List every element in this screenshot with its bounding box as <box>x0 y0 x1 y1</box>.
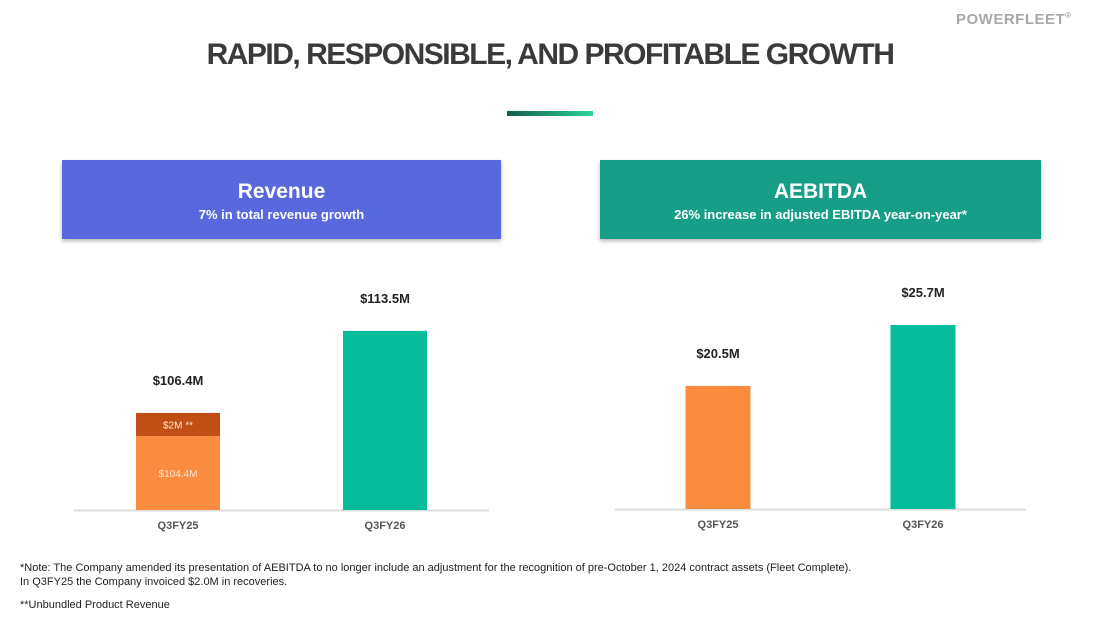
total-label: $106.4M <box>153 373 204 388</box>
category-label: Q3FY26 <box>365 520 406 532</box>
revenue-card: Revenue 7% in total revenue growth <box>62 160 501 239</box>
aebitda-card: AEBITDA 26% increase in adjusted EBITDA … <box>600 160 1041 239</box>
revenue-card-subtitle: 7% in total revenue growth <box>198 207 365 222</box>
powerfleet-logo: POWERFLEET® <box>956 11 1072 28</box>
category-label: Q3FY25 <box>158 520 199 532</box>
footnote-aebitda: *Note: The Company amended its presentat… <box>20 562 852 574</box>
total-label: $25.7M <box>901 285 944 300</box>
segment-label: $104.4M <box>159 469 198 480</box>
footnote-unbundled: **Unbundled Product Revenue <box>20 599 170 611</box>
aebitda-card-title: AEBITDA <box>773 180 868 203</box>
category-label: Q3FY25 <box>698 519 739 531</box>
bar-q3fy25-0 <box>685 385 751 509</box>
category-label: Q3FY26 <box>903 519 944 531</box>
revenue-card-title: Revenue <box>237 180 326 203</box>
footnote-recoveries: In Q3FY25 the Company invoiced $2.0M in … <box>20 576 288 588</box>
bar-q3fy25-0 <box>136 436 220 510</box>
aebitda-card-subtitle: 26% increase in adjusted EBITDA year-on-… <box>674 207 967 222</box>
page-title: RAPID, RESPONSIBLE, AND PROFITABLE GROWT… <box>206 38 895 71</box>
bar-q3fy25-1 <box>136 412 220 437</box>
bar-q3fy26-0 <box>343 330 427 510</box>
total-label: $20.5M <box>696 346 739 361</box>
segment-label: $2M ** <box>163 420 193 431</box>
bar-q3fy26-0 <box>890 324 956 509</box>
title-accent-bar <box>507 111 593 116</box>
total-label: $113.5M <box>360 291 410 306</box>
